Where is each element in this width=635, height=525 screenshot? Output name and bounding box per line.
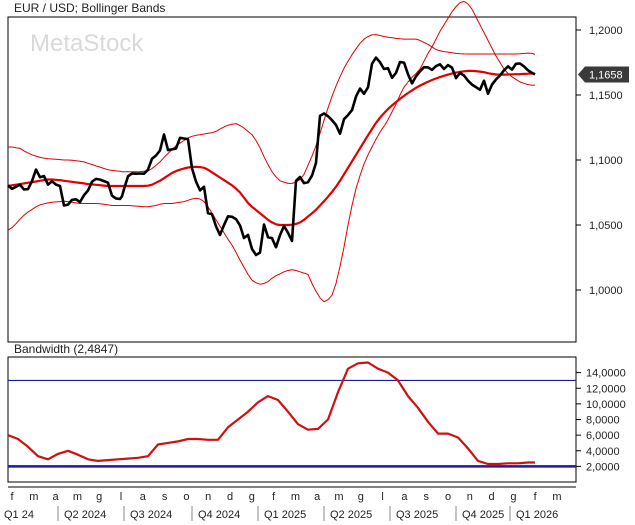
x-month-label: s <box>423 491 429 503</box>
x-month-label: a <box>401 491 408 503</box>
x-month-label: d <box>489 491 495 503</box>
x-quarter-label: Q4 2024 <box>198 509 240 521</box>
x-month-label: s <box>162 491 168 503</box>
lower-band-line <box>7 0 535 303</box>
x-month-label: f <box>272 491 276 503</box>
bandwidth-y-tick-label: 8,0000 <box>586 415 620 427</box>
bandwidth-y-tick-label: 12,0000 <box>586 383 626 395</box>
price-y-tick-label: 1,2000 <box>589 25 623 37</box>
x-quarter-label: Q1 24 <box>4 509 34 521</box>
x-month-label: a <box>314 491 321 503</box>
x-month-label: g <box>249 491 255 503</box>
x-month-label: g <box>358 491 364 503</box>
watermark: MetaStock <box>30 30 144 57</box>
x-month-label: o <box>183 491 189 503</box>
bandwidth-axis: 14,0000 12,0000 10,0000 8,0000 6,0000 4,0000 2… <box>576 368 626 473</box>
price-y-tick-label: 1,0000 <box>589 285 623 297</box>
price-y-tick-label: 1,1000 <box>589 155 623 167</box>
middle-band-line <box>7 69 536 227</box>
bandwidth-y-tick-label: 6,0000 <box>586 430 620 442</box>
x-month-label: l <box>381 491 383 503</box>
x-month-label: d <box>227 491 233 503</box>
bandwidth-y-tick-label: 2,0000 <box>586 461 620 473</box>
bandwidth-y-tick-label: 4,0000 <box>586 446 620 458</box>
x-month-label: m <box>334 491 343 503</box>
x-quarter-label: Q2 2024 <box>64 509 106 521</box>
bandwidth-line <box>7 361 535 466</box>
price-y-tick-label: 1,1500 <box>589 90 623 102</box>
price-axis: 1,2000 1,1500 1,1000 1,0500 1,0000 <box>576 25 623 297</box>
x-month-label: o <box>445 491 451 503</box>
x-month-label: g <box>510 491 516 503</box>
x-month-label: l <box>120 491 122 503</box>
x-quarter-label: Q4 2025 <box>462 509 504 521</box>
x-month-label: a <box>140 491 147 503</box>
x-month-label: n <box>205 491 211 503</box>
last-value-label: 1,1658 <box>589 69 623 81</box>
x-month-label: m <box>552 491 561 503</box>
bandwidth-y-tick-label: 14,0000 <box>586 368 626 380</box>
bandwidth-chart-title: Bandwidth (2,4847) <box>14 342 118 356</box>
x-quarter-label: Q3 2024 <box>130 509 172 521</box>
x-month-label: a <box>53 491 60 503</box>
x-quarter-label: Q2 2025 <box>330 509 372 521</box>
x-month-label: m <box>29 491 38 503</box>
x-quarter-label: Q1 2026 <box>516 509 558 521</box>
x-month-label: m <box>291 491 300 503</box>
x-month-label: n <box>467 491 473 503</box>
x-month-label: f <box>534 491 538 503</box>
bandwidth-y-tick-label: 10,0000 <box>586 399 626 411</box>
x-month-label: g <box>96 491 102 503</box>
x-quarter-label: Q1 2025 <box>264 509 306 521</box>
x-month-label: m <box>73 491 82 503</box>
x-quarter-label: Q3 2025 <box>396 509 438 521</box>
price-y-tick-label: 1,0500 <box>589 220 623 232</box>
upper-band-line <box>8 34 536 184</box>
x-month-label: f <box>10 491 14 503</box>
bandwidth-series-group <box>7 361 576 468</box>
price-chart-title: EUR / USD; Bollinger Bands <box>14 1 165 15</box>
last-value-badge-shape <box>578 66 629 83</box>
price-line <box>7 56 536 257</box>
x-axis: f m a m g l a s o n d g f m a m g l a s o n d g f m Q1 24 Q2 2024 Q3… <box>4 486 576 521</box>
price-series-group <box>7 0 536 303</box>
last-value-badge: 1,1658 <box>578 66 629 83</box>
